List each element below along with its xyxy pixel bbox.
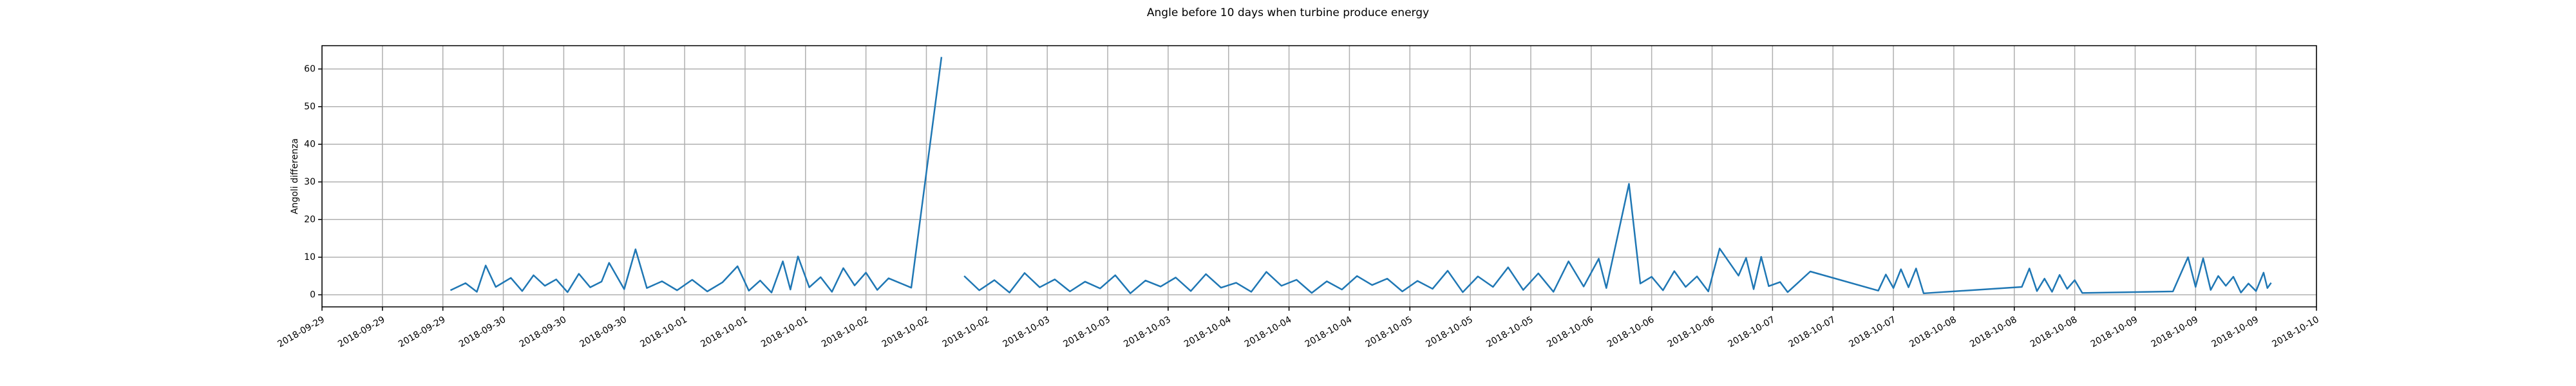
y-tick-label: 50 [304, 102, 316, 112]
y-axis-label: Angoli differenza [290, 138, 300, 214]
data-line [450, 57, 2272, 295]
y-tick-label: 20 [304, 214, 316, 225]
y-tick-label: 60 [304, 64, 316, 74]
y-tick-label: 30 [304, 177, 316, 187]
plot-frame [321, 45, 2317, 308]
y-tick-label: 0 [310, 290, 316, 300]
chart-title: Angle before 10 days when turbine produc… [1147, 6, 1429, 19]
y-tick-label: 10 [304, 252, 316, 262]
y-tick-label: 40 [304, 139, 316, 149]
